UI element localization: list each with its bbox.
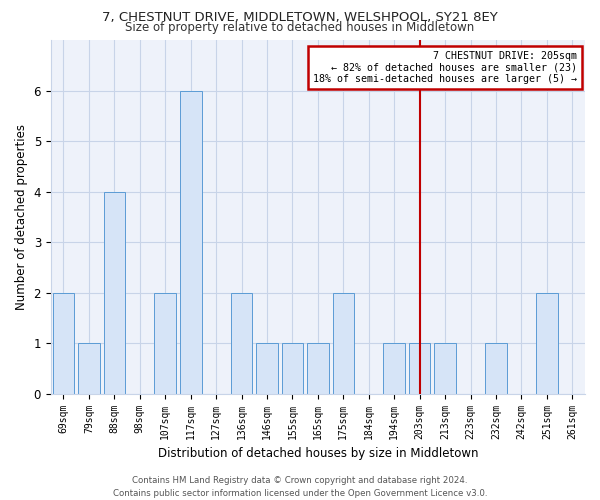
Bar: [307, 343, 329, 394]
Text: Size of property relative to detached houses in Middletown: Size of property relative to detached ho…: [125, 21, 475, 34]
Text: 7, CHESTNUT DRIVE, MIDDLETOWN, WELSHPOOL, SY21 8EY: 7, CHESTNUT DRIVE, MIDDLETOWN, WELSHPOOL…: [102, 11, 498, 24]
Text: 7 CHESTNUT DRIVE: 205sqm
← 82% of detached houses are smaller (23)
18% of semi-d: 7 CHESTNUT DRIVE: 205sqm ← 82% of detach…: [313, 50, 577, 84]
Bar: [154, 292, 176, 394]
Bar: [332, 292, 354, 394]
Bar: [409, 343, 430, 394]
Text: Contains HM Land Registry data © Crown copyright and database right 2024.
Contai: Contains HM Land Registry data © Crown c…: [113, 476, 487, 498]
Bar: [434, 343, 456, 394]
Bar: [281, 343, 303, 394]
Bar: [383, 343, 405, 394]
Bar: [485, 343, 507, 394]
Bar: [256, 343, 278, 394]
Bar: [104, 192, 125, 394]
Y-axis label: Number of detached properties: Number of detached properties: [15, 124, 28, 310]
Bar: [53, 292, 74, 394]
X-axis label: Distribution of detached houses by size in Middletown: Distribution of detached houses by size …: [158, 447, 478, 460]
Bar: [536, 292, 557, 394]
Bar: [78, 343, 100, 394]
Bar: [231, 292, 253, 394]
Bar: [180, 90, 202, 394]
